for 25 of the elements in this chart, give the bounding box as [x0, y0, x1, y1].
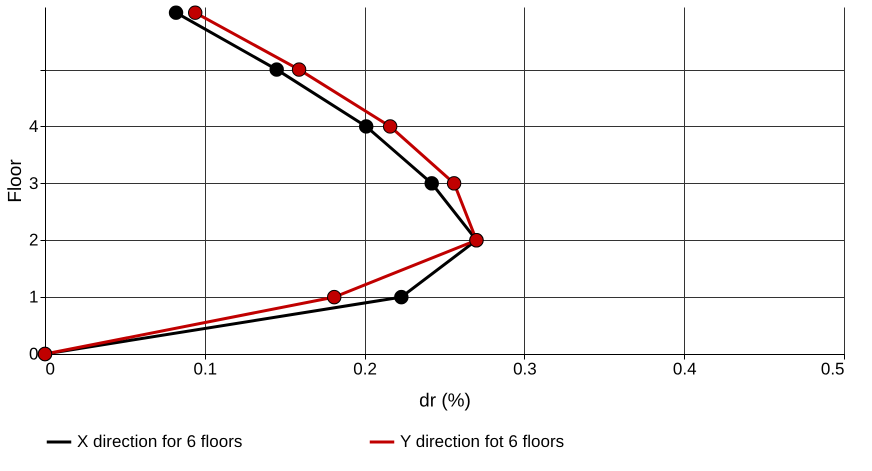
y-tick-label: 3: [29, 174, 38, 193]
x-tick-label: 0: [46, 360, 55, 378]
y-axis-title: Floor: [5, 158, 26, 203]
x-tick-label: 0.4: [672, 360, 697, 378]
y-tick-label: 0: [29, 344, 38, 364]
point: [188, 5, 202, 20]
point: [270, 62, 284, 77]
legend-label: X direction for 6 floors: [77, 432, 242, 451]
x-tick-label: 0.3: [513, 360, 537, 378]
point: [168, 5, 184, 20]
y-tick-label: 2: [29, 230, 38, 250]
y-tick-label: 1: [29, 288, 38, 307]
x-tick-label: 0.1: [193, 360, 218, 378]
point: [424, 176, 439, 191]
y-tick-label: 4: [29, 116, 38, 136]
point: [394, 290, 409, 304]
legend-label: Y direction fot 6 floors: [400, 432, 564, 451]
x-axis-title: dr (%): [419, 390, 471, 412]
x-tick-label: 0.2: [353, 360, 377, 378]
point: [382, 119, 398, 134]
point: [446, 176, 462, 191]
point: [292, 62, 306, 77]
point: [327, 290, 342, 304]
point: [358, 119, 374, 134]
x-tick-label: 0.5: [820, 360, 844, 378]
